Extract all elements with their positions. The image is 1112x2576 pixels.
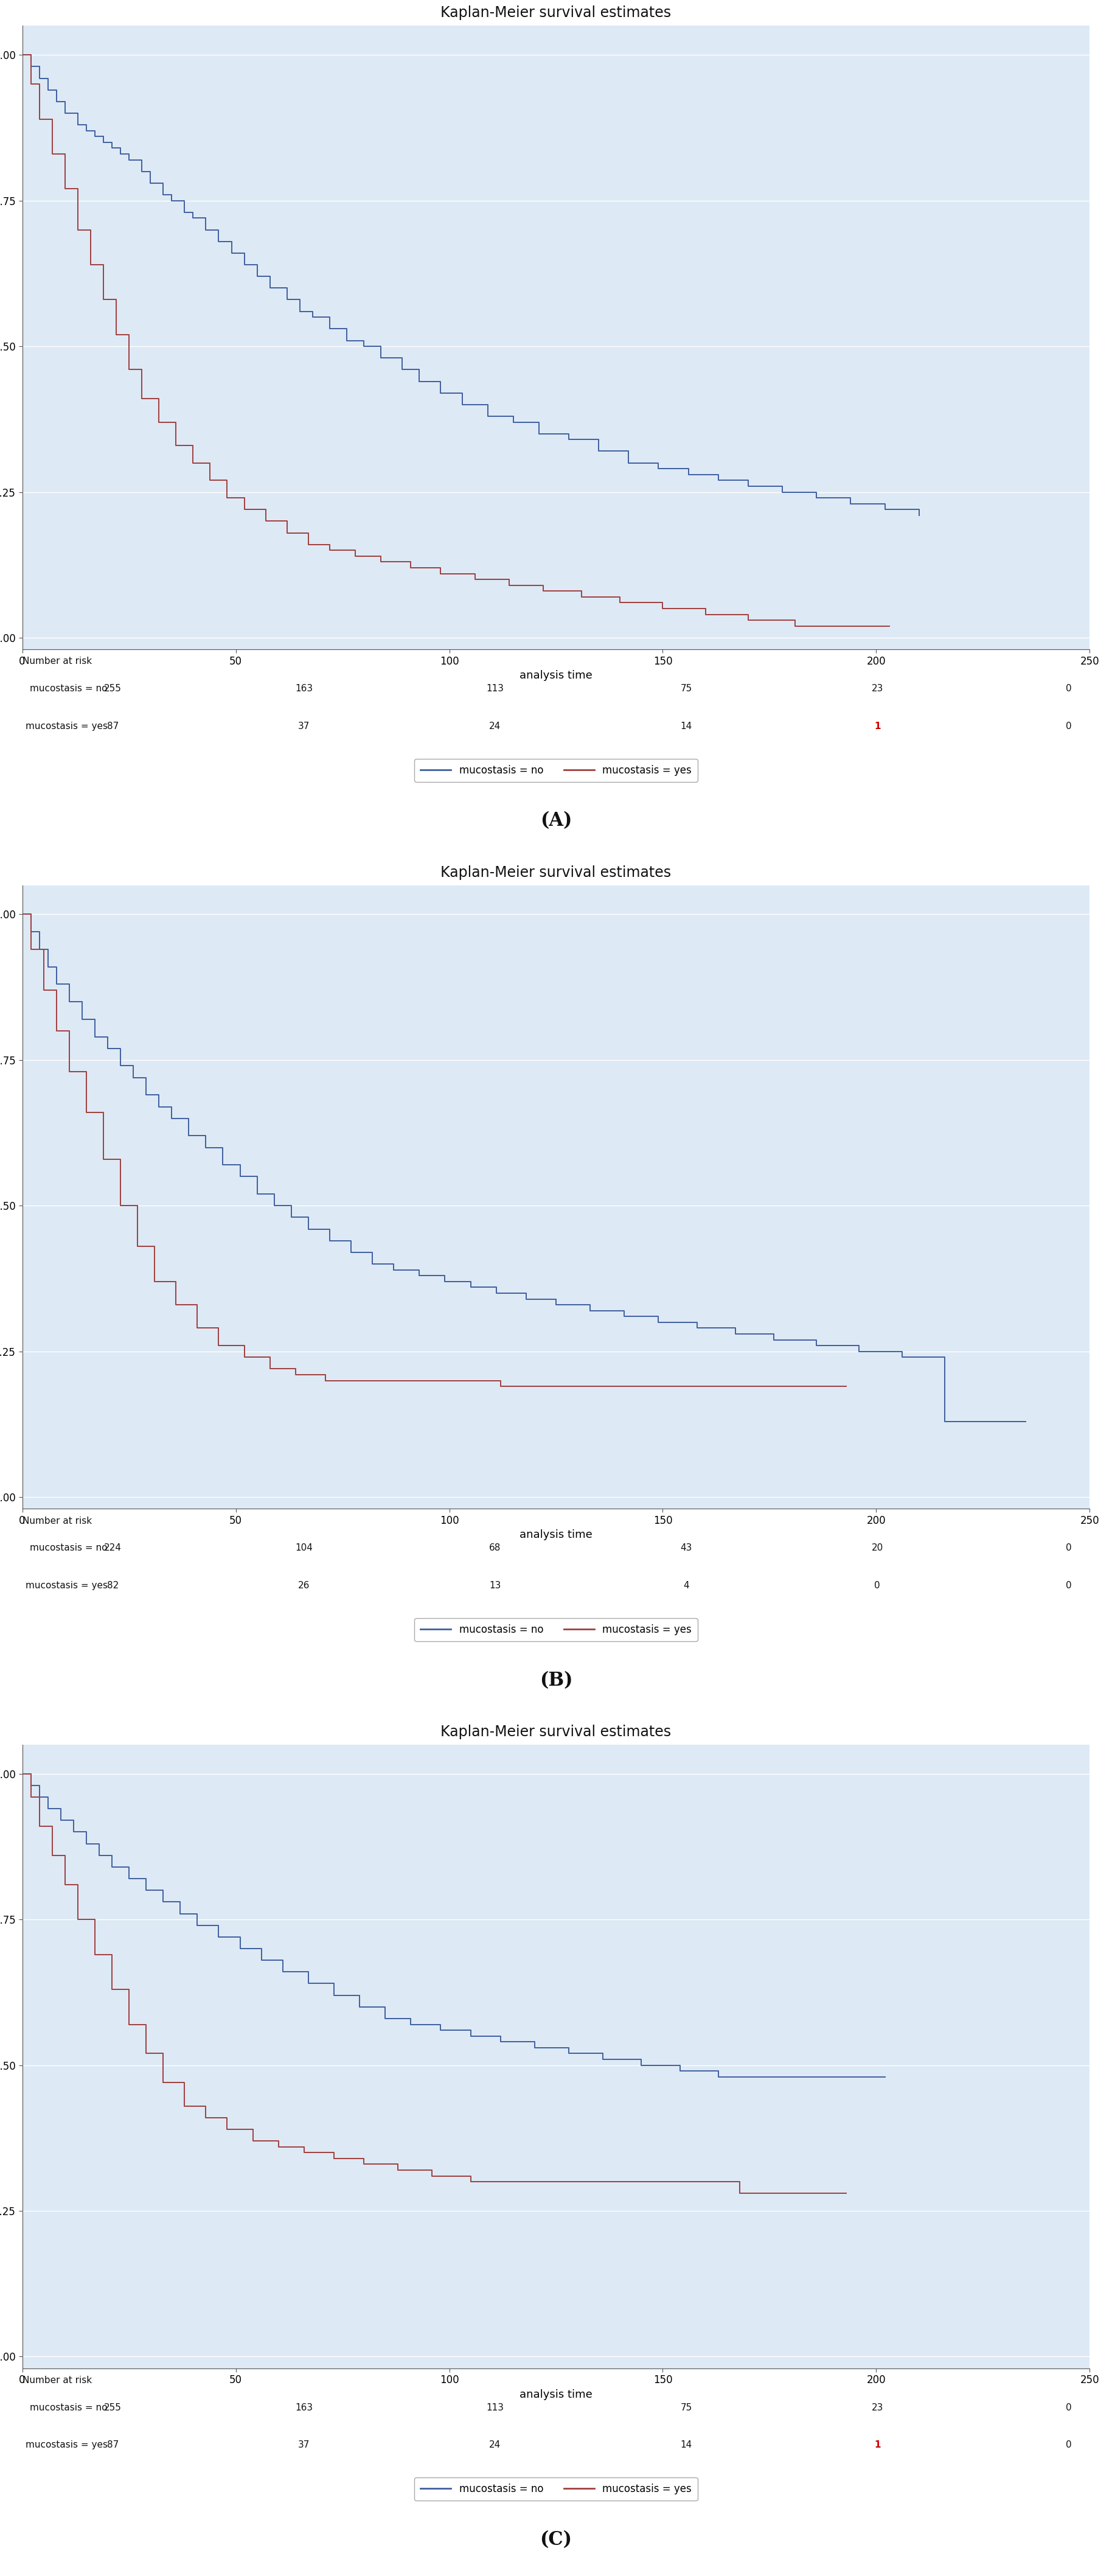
X-axis label: analysis time: analysis time [519,2388,593,2401]
Text: 113: 113 [486,685,504,693]
Text: 0: 0 [1065,2403,1071,2411]
Text: 0: 0 [1065,721,1071,732]
Text: 1: 1 [874,721,881,732]
Title: Kaplan-Meier survival estimates: Kaplan-Meier survival estimates [440,5,672,21]
Text: 87: 87 [107,721,119,732]
Text: Number at risk: Number at risk [22,2375,91,2385]
Text: 255: 255 [105,2403,121,2411]
Text: 0: 0 [1065,1543,1071,1553]
Text: 20: 20 [872,1543,883,1553]
Text: 113: 113 [486,2403,504,2411]
Legend: mucostasis = no, mucostasis = yes: mucostasis = no, mucostasis = yes [415,1618,697,1641]
Title: Kaplan-Meier survival estimates: Kaplan-Meier survival estimates [440,1723,672,1739]
Text: 82: 82 [107,1582,119,1589]
Text: (A): (A) [540,811,572,829]
Text: 37: 37 [298,721,310,732]
Text: 75: 75 [681,2403,692,2411]
Text: 255: 255 [105,685,121,693]
Text: 0: 0 [1065,1582,1071,1589]
Legend: mucostasis = no, mucostasis = yes: mucostasis = no, mucostasis = yes [415,2478,697,2501]
Title: Kaplan-Meier survival estimates: Kaplan-Meier survival estimates [440,866,672,881]
Text: 23: 23 [872,685,883,693]
Text: 87: 87 [107,2439,119,2450]
Text: 26: 26 [298,1582,310,1589]
Text: mucostasis = no: mucostasis = no [30,2403,108,2411]
Text: 163: 163 [295,685,312,693]
Text: Number at risk: Number at risk [22,1517,91,1525]
Text: 0: 0 [1065,685,1071,693]
Text: (B): (B) [539,1672,573,1690]
Text: 1: 1 [874,2439,881,2450]
Text: 37: 37 [298,2439,310,2450]
Text: 4: 4 [683,1582,689,1589]
Text: 24: 24 [489,721,502,732]
Text: 0: 0 [1065,2439,1071,2450]
Text: 14: 14 [681,2439,692,2450]
Text: 68: 68 [489,1543,502,1553]
X-axis label: analysis time: analysis time [519,1530,593,1540]
Text: 24: 24 [489,2439,502,2450]
Text: 14: 14 [681,721,692,732]
Text: 13: 13 [489,1582,502,1589]
Text: 23: 23 [872,2403,883,2411]
Text: 224: 224 [105,1543,121,1553]
Text: 43: 43 [681,1543,692,1553]
Legend: mucostasis = no, mucostasis = yes: mucostasis = no, mucostasis = yes [415,760,697,781]
Text: mucostasis = yes: mucostasis = yes [26,721,108,732]
Text: 75: 75 [681,685,692,693]
X-axis label: analysis time: analysis time [519,670,593,680]
Text: 163: 163 [295,2403,312,2411]
Text: 104: 104 [296,1543,312,1553]
Text: mucostasis = yes: mucostasis = yes [26,2439,108,2450]
Text: (C): (C) [540,2530,572,2550]
Text: mucostasis = no: mucostasis = no [30,1543,108,1553]
Text: 0: 0 [874,1582,881,1589]
Text: mucostasis = no: mucostasis = no [30,685,108,693]
Text: Number at risk: Number at risk [22,657,91,667]
Text: mucostasis = yes: mucostasis = yes [26,1582,108,1589]
